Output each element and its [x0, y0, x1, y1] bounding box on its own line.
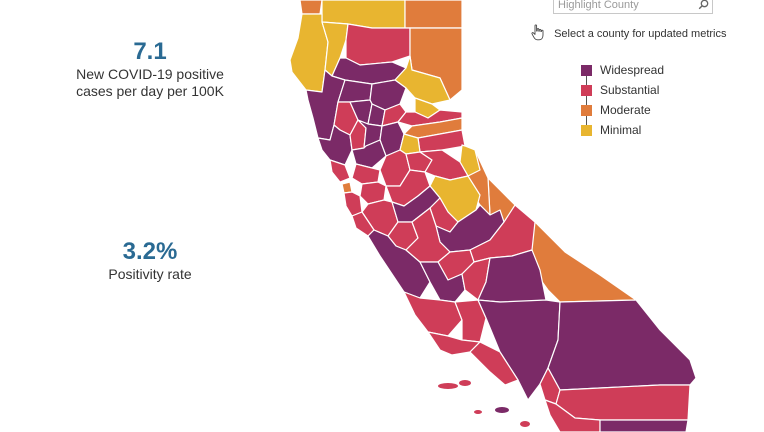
county-imperial[interactable] — [599, 419, 689, 432]
map-legend: Widespread Substantial Moderate Minimal — [580, 60, 664, 140]
legend-label-substantial: Substantial — [600, 83, 660, 97]
county-modoc[interactable] — [404, 0, 463, 29]
legend-item-minimal[interactable]: Minimal — [580, 120, 664, 140]
legend-item-widespread[interactable]: Widespread — [580, 60, 664, 80]
select-county-hint-text: Select a county for updated metrics — [554, 28, 727, 40]
cases-label-line-2: cases per day per 100K — [76, 83, 224, 99]
cases-label-line-1: New COVID-19 positive — [76, 66, 224, 82]
hand-pointer-icon — [531, 24, 545, 44]
county-la-coast[interactable] — [469, 341, 519, 386]
legend-item-substantial[interactable]: Substantial — [580, 80, 664, 100]
search-icon[interactable] — [698, 0, 709, 15]
legend-swatch-moderate — [581, 104, 592, 116]
positivity-value: 3.2% — [122, 238, 178, 265]
legend-swatch-minimal — [581, 124, 592, 136]
island-san-clemente — [520, 421, 530, 427]
county-del-norte[interactable] — [299, 0, 323, 15]
county-san-bernardino[interactable] — [547, 299, 697, 391]
legend-swatch-substantial — [581, 84, 592, 96]
legend-connector-line — [586, 68, 587, 131]
county-humboldt[interactable] — [289, 13, 329, 93]
county-contra-costa[interactable] — [351, 163, 381, 185]
island-santa-rosa — [459, 380, 471, 386]
legend-label-moderate: Moderate — [600, 103, 651, 117]
legend-item-moderate[interactable]: Moderate — [580, 100, 664, 120]
island-san-nicolas — [474, 410, 482, 414]
legend-swatch-widespread — [581, 64, 592, 76]
island-santa-cruz — [438, 383, 458, 389]
county-marin[interactable] — [329, 159, 351, 183]
positivity-metric: 3.2% Positivity rate — [50, 238, 250, 283]
legend-label-minimal: Minimal — [600, 123, 642, 137]
positivity-label: Positivity rate — [108, 266, 192, 282]
select-county-hint: Select a county for updated metrics — [531, 24, 727, 44]
county-shasta[interactable] — [345, 23, 411, 66]
highlight-county-search[interactable] — [553, 0, 713, 14]
legend-label-widespread: Widespread — [600, 63, 665, 77]
cases-value: 7.1 — [133, 38, 167, 65]
county-san-mateo[interactable] — [343, 191, 363, 217]
island-catalina — [495, 407, 509, 413]
highlight-county-input[interactable] — [554, 0, 696, 14]
county-nevada[interactable] — [397, 109, 463, 127]
county-san-francisco[interactable] — [341, 181, 353, 194]
county-riverside[interactable] — [555, 384, 691, 421]
cases-metric: 7.1 New COVID-19 positive cases per day … — [50, 38, 250, 100]
